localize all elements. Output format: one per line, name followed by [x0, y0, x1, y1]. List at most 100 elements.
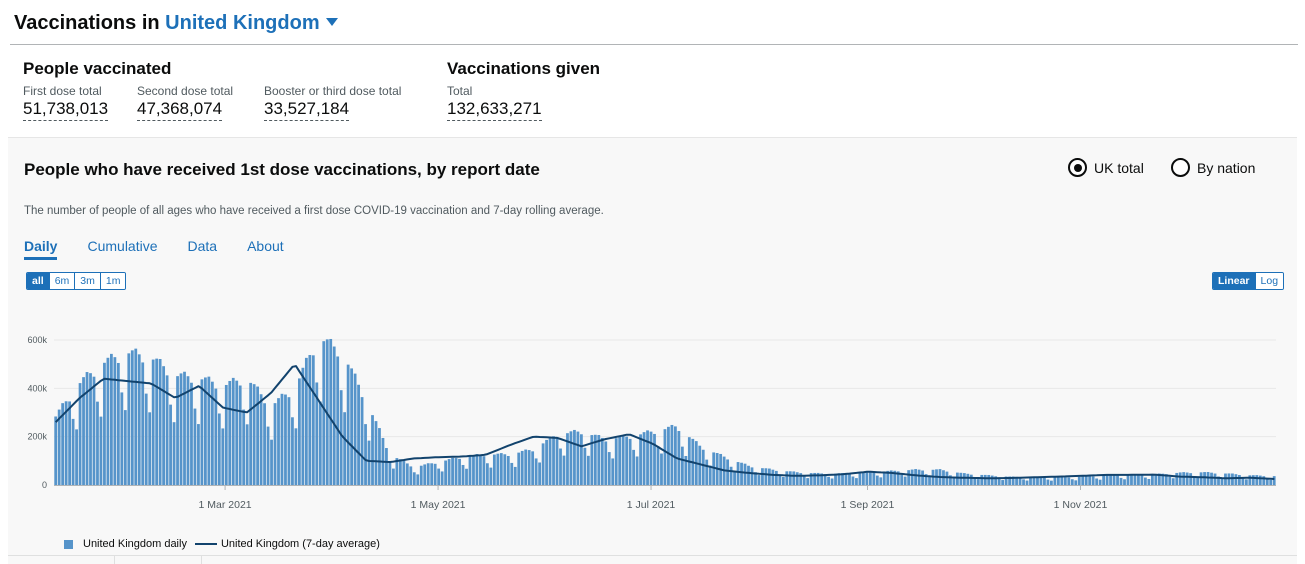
bar[interactable]	[304, 357, 308, 485]
bar[interactable]	[740, 462, 743, 485]
bar[interactable]	[1185, 472, 1189, 485]
bar[interactable]	[541, 443, 545, 485]
bar[interactable]	[586, 455, 590, 485]
bar[interactable]	[78, 383, 82, 485]
bar[interactable]	[228, 380, 232, 485]
bar[interactable]	[412, 472, 416, 485]
bar[interactable]	[242, 409, 246, 485]
bar[interactable]	[82, 377, 85, 485]
bar[interactable]	[649, 431, 653, 485]
bar[interactable]	[566, 433, 569, 485]
tab-data[interactable]: Data	[187, 238, 218, 254]
bar[interactable]	[1244, 479, 1248, 485]
bar[interactable]	[524, 449, 528, 485]
bar[interactable]	[990, 475, 994, 485]
bar[interactable]	[238, 385, 242, 485]
bar[interactable]	[329, 338, 333, 485]
bar[interactable]	[256, 386, 260, 485]
bar[interactable]	[684, 455, 688, 485]
bar[interactable]	[510, 462, 514, 485]
bar[interactable]	[1025, 480, 1029, 485]
bar[interactable]	[1126, 474, 1130, 485]
bar[interactable]	[1077, 476, 1081, 485]
bar[interactable]	[962, 473, 966, 485]
bar[interactable]	[701, 449, 705, 485]
bar[interactable]	[204, 377, 207, 485]
bar[interactable]	[57, 409, 61, 485]
tab-daily[interactable]: Daily	[24, 238, 58, 260]
bar[interactable]	[973, 477, 977, 485]
bar[interactable]	[172, 422, 176, 485]
bar[interactable]	[134, 348, 138, 485]
bar[interactable]	[1102, 475, 1106, 485]
bar[interactable]	[298, 378, 301, 485]
bar[interactable]	[952, 477, 956, 485]
bar[interactable]	[1088, 476, 1092, 485]
bar[interactable]	[527, 450, 531, 485]
bar[interactable]	[778, 474, 782, 485]
bar[interactable]	[573, 429, 576, 485]
bar[interactable]	[1182, 472, 1186, 485]
bar[interactable]	[503, 454, 507, 485]
bar[interactable]	[983, 474, 987, 485]
bar[interactable]	[221, 428, 225, 485]
bar[interactable]	[768, 468, 771, 485]
bar[interactable]	[820, 473, 824, 485]
bar[interactable]	[468, 456, 472, 485]
bar[interactable]	[1150, 474, 1154, 485]
bar[interactable]	[54, 416, 58, 485]
bar[interactable]	[1095, 478, 1099, 485]
bar[interactable]	[621, 435, 625, 485]
bar[interactable]	[1060, 476, 1064, 485]
bar[interactable]	[921, 470, 924, 486]
bar[interactable]	[308, 355, 312, 485]
bar[interactable]	[1196, 477, 1200, 485]
bar[interactable]	[806, 478, 810, 485]
bar[interactable]	[653, 433, 656, 485]
bar[interactable]	[137, 354, 141, 485]
tab-cumulative[interactable]: Cumulative	[87, 238, 158, 254]
bar[interactable]	[889, 470, 893, 485]
bar[interactable]	[113, 357, 117, 485]
bar[interactable]	[479, 454, 482, 485]
bar[interactable]	[882, 471, 886, 485]
bar[interactable]	[956, 472, 959, 485]
bar[interactable]	[1189, 473, 1193, 485]
bar[interactable]	[792, 471, 796, 485]
bar[interactable]	[1272, 476, 1276, 485]
bar[interactable]	[924, 474, 928, 485]
bar[interactable]	[747, 465, 750, 485]
bar[interactable]	[708, 465, 712, 485]
bar[interactable]	[284, 394, 287, 485]
bar[interactable]	[667, 426, 670, 485]
bar[interactable]	[604, 441, 608, 485]
bar[interactable]	[576, 431, 580, 485]
bar[interactable]	[632, 449, 636, 485]
bar[interactable]	[482, 456, 486, 485]
bar[interactable]	[141, 362, 145, 485]
bar[interactable]	[1231, 473, 1234, 485]
bar[interactable]	[165, 375, 169, 485]
bar[interactable]	[1018, 477, 1022, 485]
bar[interactable]	[903, 476, 907, 485]
bar[interactable]	[980, 474, 984, 485]
bar[interactable]	[499, 453, 503, 485]
area-selector[interactable]: United Kingdom	[165, 12, 338, 34]
bar[interactable]	[486, 463, 489, 485]
bar[interactable]	[750, 467, 754, 485]
bar[interactable]	[332, 346, 336, 485]
bar[interactable]	[534, 458, 538, 485]
bar[interactable]	[1070, 479, 1074, 485]
bar[interactable]	[270, 439, 273, 485]
bar[interactable]	[872, 472, 876, 485]
bar[interactable]	[795, 472, 799, 485]
bar[interactable]	[190, 382, 193, 485]
bar[interactable]	[447, 459, 451, 485]
bar[interactable]	[517, 452, 521, 485]
bar[interactable]	[123, 410, 127, 485]
bar[interactable]	[1154, 473, 1158, 485]
bar[interactable]	[1220, 478, 1224, 485]
bar[interactable]	[858, 472, 862, 485]
bar[interactable]	[179, 373, 183, 485]
bar[interactable]	[277, 398, 280, 485]
